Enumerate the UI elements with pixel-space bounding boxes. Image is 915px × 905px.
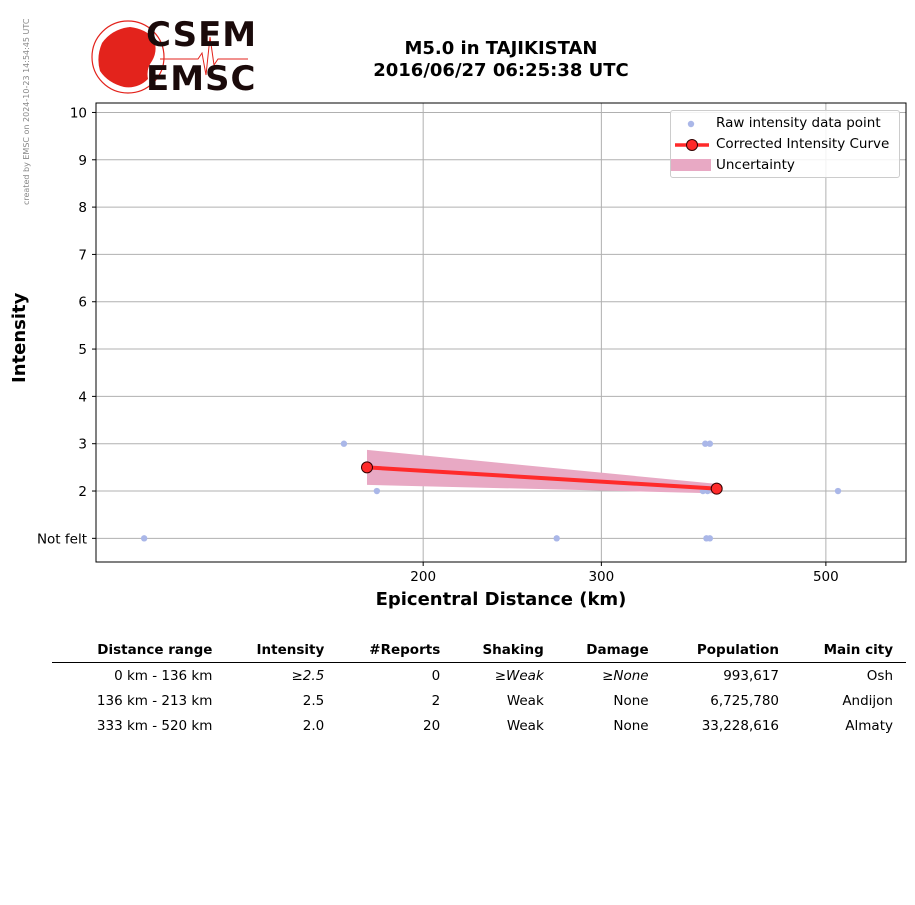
cell-intensity: 2.5 (302, 692, 325, 709)
corrected-intensity-line (364, 465, 719, 491)
logo-text-emsc: EMSC (146, 59, 257, 99)
legend-item-raw: Raw intensity data point (671, 113, 899, 133)
cell-distance-range: 136 km - 213 km (96, 692, 213, 709)
raw-data-point (553, 535, 560, 542)
x-tick-label: 500 (813, 569, 839, 585)
raw-data-point (706, 535, 714, 542)
cell-main-city: Osh (866, 667, 893, 684)
header-reports: #Reports (337, 640, 454, 663)
cell-intensity: ≥2.5 (291, 667, 325, 684)
legend-marker-curve (675, 139, 709, 151)
cell-distance-range: 0 km - 136 km (114, 667, 213, 684)
raw-data-point (373, 487, 381, 495)
y-tick-label: 10 (70, 105, 87, 121)
title-datetime: 2016/06/27 06:25:38 UTC (373, 60, 629, 81)
y-tick-label: 3 (78, 437, 87, 453)
y-tick-label: 8 (78, 200, 87, 216)
cell-shaking: ≥Weak (494, 667, 544, 684)
raw-data-point (340, 440, 348, 447)
x-axis-label: Epicentral Distance (km) (375, 589, 627, 610)
y-tick-label: 9 (78, 153, 87, 169)
y-tick-label: 5 (78, 342, 87, 358)
legend-label-curve: Corrected Intensity Curve (716, 136, 890, 152)
y-tick-label: 7 (78, 247, 87, 263)
cell-damage: None (613, 717, 649, 734)
cell-shaking: Weak (506, 692, 544, 709)
legend-marker-raw (687, 120, 695, 128)
cell-intensity: 2.0 (302, 717, 325, 734)
cell-damage: None (613, 692, 649, 709)
cell-main-city: Almaty (845, 717, 893, 734)
title-event: M5.0 in TAJIKISTAN (404, 38, 598, 59)
y-axis-label: Intensity (9, 292, 30, 383)
cell-reports: 2 (431, 692, 441, 709)
raw-data-point (702, 440, 709, 447)
y-tick-label: 4 (78, 389, 87, 405)
plot-frame (95, 102, 907, 563)
globe-logo-icon (91, 20, 248, 94)
raw-data-point (834, 487, 842, 495)
raw-data-point (706, 440, 714, 447)
cell-reports: 0 (431, 667, 441, 684)
csem-emsc-logo: CSEM EMSC (88, 15, 258, 99)
cell-damage: ≥None (602, 667, 649, 684)
header-population: Population (661, 640, 793, 663)
table-row: 136 km - 213 km 2.5 2 Weak None 6,725,78… (52, 688, 906, 713)
x-tick-label: 300 (588, 569, 614, 585)
cell-main-city: Andijon (842, 692, 893, 709)
corrected-intensity-point (360, 461, 373, 474)
legend-marker-uncertainty (671, 159, 711, 171)
legend-label-raw: Raw intensity data point (716, 115, 881, 131)
table-row: 0 km - 136 km ≥2.5 0 ≥Weak ≥None 993,617… (52, 663, 906, 689)
cell-population: 33,228,616 (701, 717, 780, 734)
y-tick-label: Not felt (37, 531, 87, 547)
y-tick-label: 2 (78, 484, 87, 500)
header-distance-range: Distance range (52, 640, 226, 663)
header-shaking: Shaking (453, 640, 557, 663)
intensity-summary-table: Distance range Intensity #Reports Shakin… (52, 640, 906, 738)
x-tick-label: 200 (410, 569, 436, 585)
logo-text-csem: CSEM (146, 15, 258, 55)
cell-reports: 20 (423, 717, 441, 734)
legend-item-uncertainty: Uncertainty (671, 155, 899, 175)
legend-label-uncertainty: Uncertainty (716, 157, 795, 173)
cell-population: 993,617 (723, 667, 780, 684)
cell-distance-range: 333 km - 520 km (96, 717, 213, 734)
legend-item-curve: Corrected Intensity Curve (671, 134, 899, 154)
y-tick-label: 6 (78, 295, 87, 311)
raw-data-point (140, 535, 148, 542)
chart-title: M5.0 in TAJIKISTAN 2016/06/27 06:25:38 U… (300, 38, 702, 82)
cell-population: 6,725,780 (710, 692, 780, 709)
header-main-city: Main city (792, 640, 906, 663)
table-row: 333 km - 520 km 2.0 20 Weak None 33,228,… (52, 713, 906, 738)
cell-shaking: Weak (506, 717, 544, 734)
header-intensity: Intensity (225, 640, 338, 663)
chart-legend: Raw intensity data point Corrected Inten… (670, 110, 900, 178)
header-damage: Damage (556, 640, 662, 663)
corrected-intensity-point (710, 482, 723, 495)
table-header-row: Distance range Intensity #Reports Shakin… (52, 640, 906, 663)
